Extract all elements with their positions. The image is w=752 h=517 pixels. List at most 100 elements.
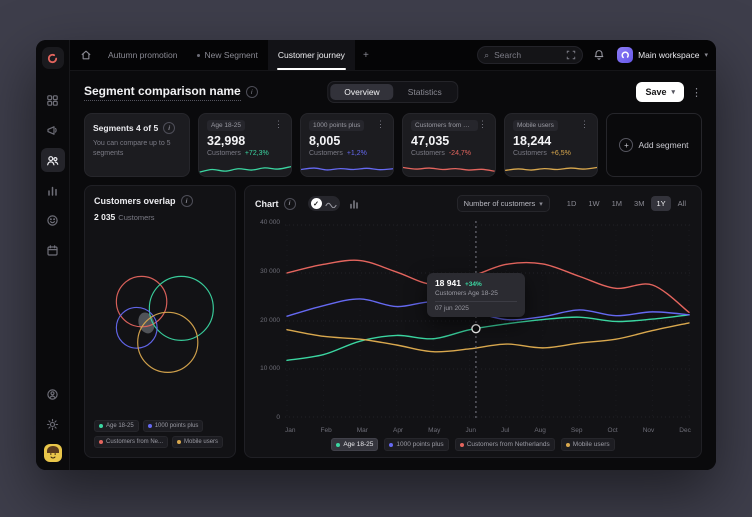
range-1d[interactable]: 1D	[566, 199, 577, 208]
line-chart-plot[interactable]: 18 941 +34% Customers Age 18-25 07 jun 2…	[285, 219, 691, 421]
segment-card-1000-points-plus[interactable]: 1000 points plus ⋮ 8,005 Customers +1,2%	[300, 113, 394, 177]
segment-menu-button[interactable]: ⋮	[478, 119, 487, 129]
segment-menu-button[interactable]: ⋮	[376, 119, 385, 129]
sidebar-item-account[interactable]	[41, 382, 65, 406]
segment-value: 18,244	[513, 134, 552, 148]
tab-customer-journey[interactable]: Customer journey	[267, 40, 355, 70]
chart-header: Chart i ✓	[255, 195, 691, 212]
workspace-selector[interactable]: Main workspace ▾	[617, 47, 708, 63]
segments-summary-card: Segments 4 of 5 i You can compare up to …	[84, 113, 190, 177]
segment-card-mobile-users[interactable]: Mobile users ⋮ 18,244 Customers +6,5%	[504, 113, 598, 177]
segment-menu-button[interactable]: ⋮	[274, 119, 283, 129]
dashboard-grid-icon	[47, 94, 58, 106]
segment-card-customers-from-netherlands[interactable]: Customers from Netherlands ⋮ 47,035 Cust…	[402, 113, 496, 177]
home-tab[interactable]	[74, 40, 98, 70]
plus-icon: +	[619, 138, 634, 152]
app-window: Autumn promotion New Segment Customer jo…	[36, 40, 716, 470]
chart-info-icon[interactable]: i	[283, 197, 296, 210]
series-dot-icon	[389, 442, 394, 447]
segment-card-age-18-25[interactable]: Age 18-25 ⋮ 32,998 Customers +72,3%	[198, 113, 292, 177]
chart-title: Chart	[255, 198, 279, 209]
notifications-button[interactable]	[589, 45, 609, 65]
bell-icon	[594, 50, 604, 60]
view-toggle: Overview Statistics	[327, 81, 459, 103]
bar-mode-button[interactable]	[346, 196, 362, 212]
segment-sparkline	[301, 167, 393, 171]
segment-sparkline	[505, 166, 597, 172]
overlap-title: Customers overlap	[94, 196, 176, 206]
tab-new-segment[interactable]: New Segment	[187, 40, 267, 70]
new-tab-button[interactable]: +	[355, 40, 377, 70]
title-info-icon[interactable]: i	[245, 86, 258, 98]
series-dot-icon	[336, 442, 341, 447]
line-chart-svg	[285, 221, 691, 419]
range-3m[interactable]: 3M	[634, 199, 645, 208]
tab-overview[interactable]: Overview	[330, 84, 394, 100]
sidebar-item-dashboard[interactable]	[41, 88, 65, 112]
legend-chip-customers-from-netherlands[interactable]: Customers from Netherlands	[454, 438, 555, 451]
summary-title: Segments 4 of 5	[93, 123, 159, 133]
content: Segment comparison name i Overview Stati…	[70, 71, 716, 470]
series-dot-icon	[177, 440, 182, 444]
y-axis: 40 000 30 000 20 000 10 000 0	[260, 219, 280, 421]
page-header: Segment comparison name i Overview Stati…	[84, 79, 702, 105]
tooltip-date: 07 jun 2025	[434, 304, 469, 312]
segment-unit: Customers	[411, 150, 445, 157]
tab-autumn-promotion[interactable]: Autumn promotion	[98, 40, 187, 70]
sidebar-item-calendar[interactable]	[41, 238, 65, 262]
summary-info-icon[interactable]: i	[163, 122, 176, 134]
legend-chip-1000-points-plus[interactable]: 1000 points plus	[384, 438, 449, 451]
metric-dropdown[interactable]: Number of customers ▾	[456, 195, 550, 212]
series-dot-icon	[99, 440, 103, 444]
segment-value: 8,005	[309, 134, 341, 148]
segment-delta: +6,5%	[550, 150, 571, 157]
chart-tooltip: 18 941 +34% Customers Age 18-25 07 jun 2…	[426, 272, 525, 317]
save-label: Save	[645, 87, 667, 97]
tooltip-value: 18 941	[434, 277, 461, 288]
page-title[interactable]: Segment comparison name	[84, 84, 241, 101]
wave-icon	[324, 202, 337, 208]
segment-name-chip: Customers from Netherlands	[411, 120, 478, 131]
chart-panel: Chart i ✓	[244, 185, 702, 458]
series-dot-icon	[147, 424, 152, 428]
sidebar-item-settings[interactable]	[41, 412, 65, 436]
segment-name-chip: Mobile users	[513, 120, 558, 131]
sidebar-item-customers[interactable]	[40, 148, 65, 172]
brand-arrow-icon	[47, 53, 58, 63]
legend-chip-mobile-users[interactable]: Mobile users	[560, 438, 615, 451]
range-1m[interactable]: 1M	[611, 199, 623, 208]
save-button[interactable]: Save ▾	[636, 82, 684, 102]
range-1y[interactable]: 1Y	[651, 196, 671, 211]
calendar-icon	[47, 244, 58, 256]
plus-icon: +	[362, 49, 369, 61]
user-avatar[interactable]	[43, 444, 62, 462]
home-icon	[81, 50, 91, 60]
account-icon	[47, 388, 58, 400]
line-mode-toggle[interactable]: ✓	[307, 196, 340, 211]
sidebar-item-analytics[interactable]	[41, 178, 65, 202]
tab-statistics[interactable]: Statistics	[407, 87, 442, 97]
segment-unit: Customers	[513, 150, 547, 157]
segment-value: 32,998	[207, 134, 246, 148]
tooltip-divider	[434, 300, 517, 302]
sidebar-item-campaigns[interactable]	[41, 118, 65, 142]
chevron-down-icon: ▾	[704, 52, 708, 59]
segment-sparkline	[199, 165, 291, 173]
brand-logo[interactable]	[41, 47, 64, 69]
legend-chip-age-18-25[interactable]: Age 18-25	[331, 438, 379, 451]
overlap-info-icon[interactable]: i	[180, 195, 193, 207]
overlap-legend: Age 18-25 1000 points plus Customers fro…	[94, 420, 226, 448]
x-axis: Jan Feb Mar Apr May Jun Jul Aug Sep Oct Nov De…	[285, 427, 691, 434]
summary-subtitle: You can compare up to 5 segments	[93, 140, 171, 157]
range-1w[interactable]: 1W	[588, 199, 600, 208]
segment-menu-button[interactable]: ⋮	[580, 119, 589, 129]
more-options-button[interactable]: ⋮	[691, 86, 702, 99]
range-all[interactable]: All	[677, 199, 686, 208]
sidebar-item-feedback[interactable]	[41, 208, 65, 232]
add-segment-button[interactable]: + Add segment	[606, 113, 702, 177]
sidebar	[36, 40, 70, 470]
tooltip-label: Customers Age 18-25	[434, 289, 498, 297]
search-input[interactable]: ⌕ Search	[477, 46, 584, 64]
metric-label: Number of customers	[463, 199, 536, 208]
